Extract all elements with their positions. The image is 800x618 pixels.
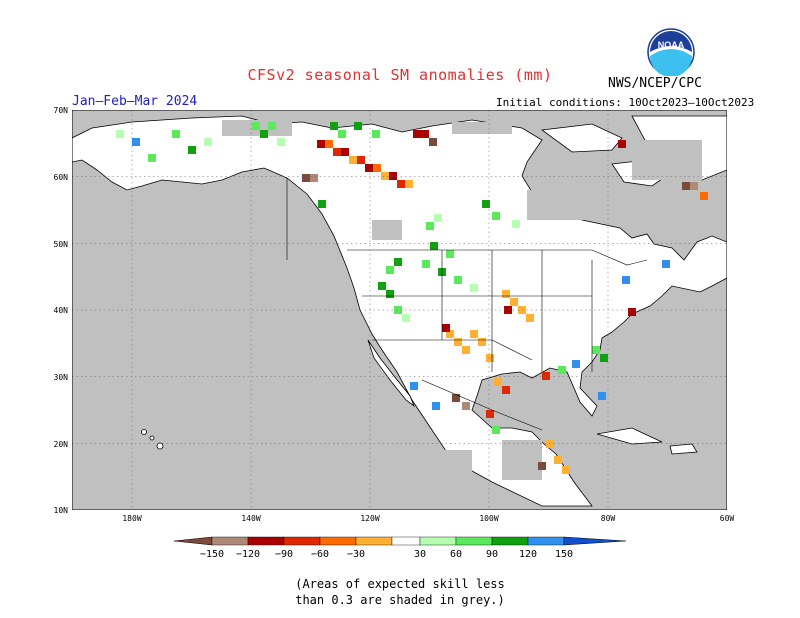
legend-arrow-right (563, 536, 627, 546)
low-skill-shading (222, 120, 710, 480)
anomaly-cells (116, 122, 708, 474)
lon-label: 60W (719, 514, 735, 523)
lat-label: 40N (53, 306, 68, 315)
legend-arrow-left (173, 536, 213, 546)
legend-label: −120 (236, 549, 260, 560)
forecast-period: Jan–Feb–Mar 2024 (72, 94, 198, 109)
footnote-line-1: (Areas of expected skill less (295, 577, 505, 591)
organization-label: NWS/NCEP/CPC (608, 76, 702, 91)
lat-lon-grid (72, 110, 727, 510)
legend-label: −30 (347, 549, 365, 560)
legend-label: −150 (200, 549, 224, 560)
political-boundaries (286, 178, 648, 431)
legend-swatch (527, 536, 565, 546)
svg-text:NOAA: NOAA (658, 40, 685, 50)
chart-title: CFSv2 seasonal SM anomalies (mm) (247, 66, 553, 84)
legend-swatch (319, 536, 357, 546)
lon-label: 120W (360, 514, 380, 523)
legend-label: −60 (311, 549, 329, 560)
lon-label: 140W (241, 514, 261, 523)
legend-label: 30 (414, 549, 426, 560)
footnote-line-2: than 0.3 are shaded in grey.) (295, 593, 505, 607)
legend-swatch (419, 536, 457, 546)
lon-label: 100W (479, 514, 499, 523)
legend-label: 90 (486, 549, 498, 560)
legend-label: 120 (519, 549, 537, 560)
lat-label: 60N (53, 173, 68, 182)
legend-swatch (247, 536, 285, 546)
color-legend: −150 −120 −90 −60 −30 30 60 90 120 150 (173, 536, 627, 560)
legend-swatch (211, 536, 249, 546)
lat-label: 70N (53, 106, 68, 115)
legend-swatch (391, 536, 421, 546)
legend-swatch (491, 536, 529, 546)
lat-label: 50N (53, 240, 68, 249)
legend-swatch (455, 536, 493, 546)
legend-swatch (355, 536, 393, 546)
skill-footnote: (Areas of expected skill less than 0.3 a… (0, 576, 800, 608)
initial-conditions: Initial conditions: 10Oct2023–10Oct2023 (496, 96, 755, 109)
noaa-logo: NOAA (647, 28, 695, 76)
legend-label: 150 (555, 549, 573, 560)
lat-label: 20N (53, 440, 68, 449)
soil-moisture-map (72, 110, 727, 510)
legend-swatch (283, 536, 321, 546)
lat-label: 30N (53, 373, 68, 382)
lon-label: 80W (600, 514, 616, 523)
lon-label: 180W (122, 514, 142, 523)
legend-label: −90 (275, 549, 293, 560)
legend-label: 60 (450, 549, 462, 560)
lat-label: 10N (53, 506, 68, 515)
